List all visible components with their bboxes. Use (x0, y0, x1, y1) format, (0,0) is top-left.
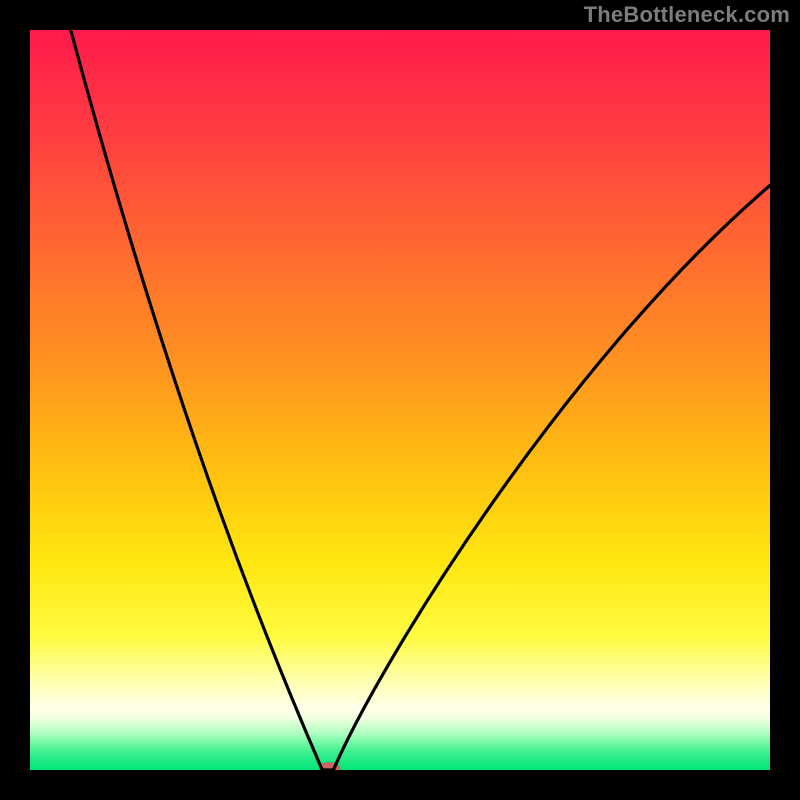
watermark-text: TheBottleneck.com (584, 2, 790, 28)
chart-container: TheBottleneck.com (0, 0, 800, 800)
chart-background (0, 0, 800, 800)
